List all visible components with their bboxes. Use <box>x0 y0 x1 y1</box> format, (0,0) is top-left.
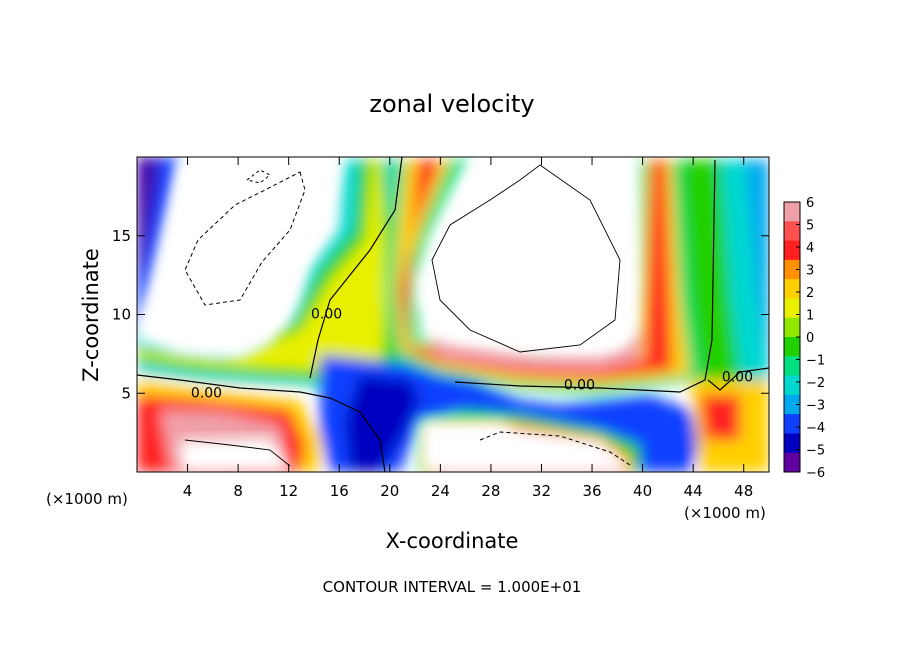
colorbar-tick-label: −6 <box>806 466 825 481</box>
colorbar-tick-label: 2 <box>806 286 814 301</box>
x-tick-label: 20 <box>380 482 399 500</box>
solid-contour-center <box>431 164 621 353</box>
y-axis-label: Z-coordinate <box>79 248 103 382</box>
colorbar-swatch <box>784 279 800 299</box>
plot-area: 0.00 0.00 0.00 0.00 <box>137 157 769 472</box>
x-tick-label: 36 <box>582 482 601 500</box>
y-tick-label: 15 <box>112 227 131 245</box>
colorbar-swatch <box>784 452 800 473</box>
colorbar-tick-label: 3 <box>806 264 814 279</box>
contour-label-group: 0.00 0.00 0.00 0.00 <box>191 307 753 402</box>
dashed-contour-bottom-center <box>479 431 631 466</box>
colorbar-tick-label: 5 <box>806 219 814 234</box>
x-tick-label: 32 <box>532 482 551 500</box>
x-tick-label: 24 <box>431 482 450 500</box>
colorbar-swatch <box>784 433 800 454</box>
contour-lines <box>137 157 769 472</box>
colorbar-swatch <box>784 240 800 261</box>
white-zone-bottom-center <box>420 420 630 472</box>
zero-contour-right <box>454 159 716 393</box>
x-tick-label: 28 <box>481 482 500 500</box>
y-axis: 5 10 15 <box>112 227 769 402</box>
chart-title: zonal velocity <box>369 90 534 118</box>
dashed-contour-small <box>245 169 271 184</box>
colorbar-swatch <box>784 394 800 415</box>
colorbar-swatch <box>784 298 800 319</box>
white-zone-bottom-left <box>180 438 290 472</box>
colorbar-swatch <box>784 317 800 338</box>
contour-label: 0.00 <box>311 307 342 323</box>
colorbar-tick-label: 6 <box>806 196 814 211</box>
contour-label: 0.00 <box>191 385 222 401</box>
colorbar-swatch <box>784 202 800 222</box>
colorbar-swatch <box>784 414 800 434</box>
colorbar-tick-label: −4 <box>806 421 825 436</box>
x-tick-label: 12 <box>279 482 298 500</box>
x-axis: 4 8 12 16 20 24 28 32 36 40 44 48 <box>183 157 753 500</box>
x-tick-label: 44 <box>684 482 703 500</box>
colorbar: 6 5 4 3 2 1 0 −1 −2 −3 −4 −5 −6 <box>783 196 825 481</box>
colorbar-tick-label: −2 <box>806 376 825 391</box>
colorbar-tick-label: 0 <box>806 331 814 346</box>
contour-label: 0.00 <box>564 377 595 393</box>
dashed-contour-upper-left <box>184 171 306 306</box>
colorbar-tick-label: 1 <box>806 309 814 324</box>
x-tick-label: 40 <box>633 482 652 500</box>
colorbar-swatch <box>784 375 800 396</box>
colorbar-swatch <box>784 259 800 280</box>
contour-label: 0.00 <box>722 370 753 386</box>
z-unit-label: (×1000 m) <box>46 490 128 508</box>
zero-contour-far-right <box>707 367 769 391</box>
x-unit-label: (×1000 m) <box>684 504 766 522</box>
colorbar-tick-label: −3 <box>806 399 825 414</box>
contour-interval-note: CONTOUR INTERVAL = 1.000E+01 <box>323 578 582 596</box>
white-zone-center <box>420 160 635 355</box>
x-axis-label: X-coordinate <box>386 529 519 553</box>
white-zone-upper-left <box>137 160 340 360</box>
zero-contour-center-left <box>309 157 403 379</box>
colorbar-swatch <box>784 356 800 377</box>
zero-contour-lower-left <box>137 374 386 472</box>
colorbar-tick-label: 4 <box>806 241 814 256</box>
y-tick-label: 5 <box>121 384 131 402</box>
x-tick-label: 8 <box>233 482 243 500</box>
x-tick-label: 16 <box>330 482 349 500</box>
colorbar-tick-label: −1 <box>806 354 825 369</box>
colorbar-tick-label: −5 <box>806 444 825 459</box>
colorbar-swatch <box>784 337 800 357</box>
solid-contour-bottom-left <box>184 439 291 467</box>
x-tick-label: 48 <box>734 482 753 500</box>
x-tick-label: 4 <box>183 482 193 500</box>
y-tick-label: 10 <box>112 306 131 324</box>
colorbar-swatch <box>784 221 800 242</box>
